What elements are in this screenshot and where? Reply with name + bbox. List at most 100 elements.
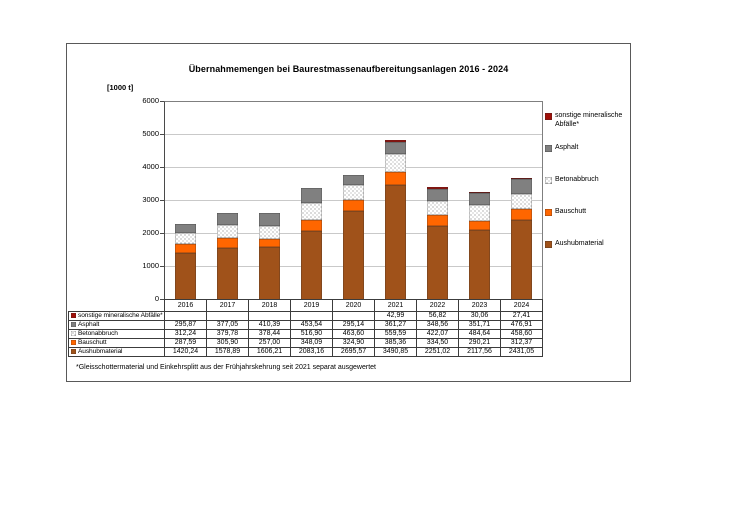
- stacked-bar-2021: [384, 140, 406, 300]
- table-row-bauschutt: Bauschutt 287,59 305,90 257,00 348,09 324,90 3…: [68, 338, 543, 348]
- bar-column-2019: [291, 102, 333, 300]
- bar-column-2020: [333, 102, 375, 300]
- table-value-cell: 312,24: [164, 329, 207, 339]
- legend-marker-icon: [545, 209, 552, 216]
- y-axis-tick-mark: [160, 299, 164, 300]
- footnote: *Gleisschottermaterial und Einkehrsplitt…: [76, 364, 376, 371]
- table-row-label: Asphalt: [68, 320, 165, 330]
- series-marker-icon: [71, 321, 76, 327]
- y-axis-tick-label: 2000: [142, 228, 159, 237]
- bar-column-2024: [500, 102, 542, 300]
- legend-label: Betonabbruch: [555, 176, 599, 183]
- table-value-cell: 42,99: [374, 311, 417, 321]
- bar-segment-asphalt: [175, 223, 197, 234]
- table-value-cell: [164, 311, 207, 321]
- stacked-bar-2023: [468, 192, 490, 300]
- y-axis-tick-label: 5000: [142, 129, 159, 138]
- table-value-cell: 385,36: [374, 338, 417, 348]
- table-value-cell: 1606,21: [248, 347, 291, 357]
- table-value-cell: [290, 311, 333, 321]
- bar-series-container: [165, 102, 542, 300]
- table-value-cell: 2083,16: [290, 347, 333, 357]
- bar-segment-betonabbruch: [259, 226, 281, 239]
- table-year-header: 2016: [164, 299, 207, 312]
- table-value-cell: 348,56: [416, 320, 459, 330]
- legend-item-asphalt: Asphalt: [545, 144, 631, 176]
- y-axis-tick-label: 6000: [142, 96, 159, 105]
- table-year-header: 2019: [290, 299, 333, 312]
- legend-item-sonstige-mineralische-abfälle: sonstige mineralische Abfälle*: [545, 112, 631, 144]
- bar-segment-bauschutt: [217, 237, 239, 248]
- bar-segment-sonstige-mineralische-abfälle: [426, 187, 448, 190]
- table-value-cell: 453,54: [290, 320, 333, 330]
- table-value-cell: [248, 311, 291, 321]
- table-year-header: 2021: [374, 299, 417, 312]
- legend-item-betonabbruch: Betonabbruch: [545, 176, 631, 208]
- table-value-cell: 377,05: [206, 320, 249, 330]
- table-value-cell: 56,82: [416, 311, 459, 321]
- table-header-row: 2016 2017 2018 2019 2020 2021 2022 2023 2024: [69, 299, 543, 312]
- table-value-cell: [206, 311, 249, 321]
- table-value-cell: 1420,24: [164, 347, 207, 357]
- stacked-bar-2017: [217, 212, 239, 300]
- table-value-cell: 290,21: [458, 338, 501, 348]
- series-marker-icon: [71, 330, 76, 336]
- y-axis-tick-mark: [160, 167, 164, 168]
- bar-segment-aushubmaterial: [259, 247, 281, 300]
- bar-column-2016: [165, 102, 207, 300]
- table-row-label: Aushubmaterial: [68, 347, 165, 357]
- y-axis-tick-mark: [160, 101, 164, 102]
- data-table: 2016 2017 2018 2019 2020 2021 2022 2023 2024 sons…: [68, 299, 543, 357]
- bar-segment-bauschutt: [343, 200, 364, 212]
- table-value-cell: 458,60: [500, 329, 543, 339]
- table-row-asphalt: Asphalt 295,87 377,05 410,39 453,54 295,14 361…: [68, 320, 543, 330]
- bar-segment-betonabbruch: [384, 153, 406, 173]
- y-axis-tick-mark: [160, 134, 164, 135]
- table-value-cell: 2251,02: [416, 347, 459, 357]
- table-value-cell: 334,50: [416, 338, 459, 348]
- table-value-cell: 361,27: [374, 320, 417, 330]
- plot-area: [164, 101, 543, 301]
- table-value-cell: 2117,56: [458, 347, 501, 357]
- bar-segment-asphalt: [259, 212, 281, 227]
- bar-segment-bauschutt: [510, 209, 532, 220]
- stacked-bar-2019: [301, 187, 323, 300]
- y-axis-tick-label: 4000: [142, 162, 159, 171]
- table-value-cell: 559,59: [374, 329, 417, 339]
- y-axis-tick-label: 3000: [142, 195, 159, 204]
- y-axis-tick-mark: [160, 200, 164, 201]
- table-year-header: 2018: [248, 299, 291, 312]
- bar-segment-bauschutt: [175, 243, 197, 254]
- table-value-cell: 257,00: [248, 338, 291, 348]
- bar-column-2018: [249, 102, 291, 300]
- bar-segment-betonabbruch: [301, 202, 323, 220]
- bar-segment-betonabbruch: [217, 225, 239, 238]
- table-value-cell: 516,90: [290, 329, 333, 339]
- stacked-bar-2022: [426, 187, 448, 300]
- bar-segment-bauschutt: [259, 238, 281, 247]
- legend-marker-icon: [545, 241, 552, 248]
- table-value-cell: 422,07: [416, 329, 459, 339]
- table-row-betonabbruch: Betonabbruch 312,24 379,78 378,44 516,90 463,…: [68, 329, 543, 339]
- stacked-bar-2020: [343, 175, 364, 300]
- bar-segment-bauschutt: [301, 219, 323, 232]
- table-value-cell: 463,60: [332, 329, 375, 339]
- stacked-bar-2016: [175, 223, 197, 300]
- table-value-cell: 27,41: [500, 311, 543, 321]
- table-value-cell: 351,71: [458, 320, 501, 330]
- table-value-cell: 2695,57: [332, 347, 375, 357]
- bar-segment-bauschutt: [426, 214, 448, 226]
- bar-segment-aushubmaterial: [510, 219, 532, 300]
- series-marker-icon: [71, 348, 76, 354]
- y-axis-tick-mark: [160, 233, 164, 234]
- legend-marker-icon: [545, 145, 552, 152]
- table-value-cell: 476,91: [500, 320, 543, 330]
- table-row-label: sonstige mineralische Abfälle*: [68, 311, 165, 321]
- table-row-aushubmaterial: Aushubmaterial 1420,24 1578,89 1606,21 2083,…: [68, 347, 543, 357]
- chart-legend: sonstige mineralische Abfälle* Asphalt Bet…: [545, 112, 631, 272]
- table-value-cell: 378,44: [248, 329, 291, 339]
- bar-segment-aushubmaterial: [426, 225, 448, 300]
- legend-label: sonstige mineralische Abfälle*: [555, 112, 623, 128]
- table-value-cell: 287,59: [164, 338, 207, 348]
